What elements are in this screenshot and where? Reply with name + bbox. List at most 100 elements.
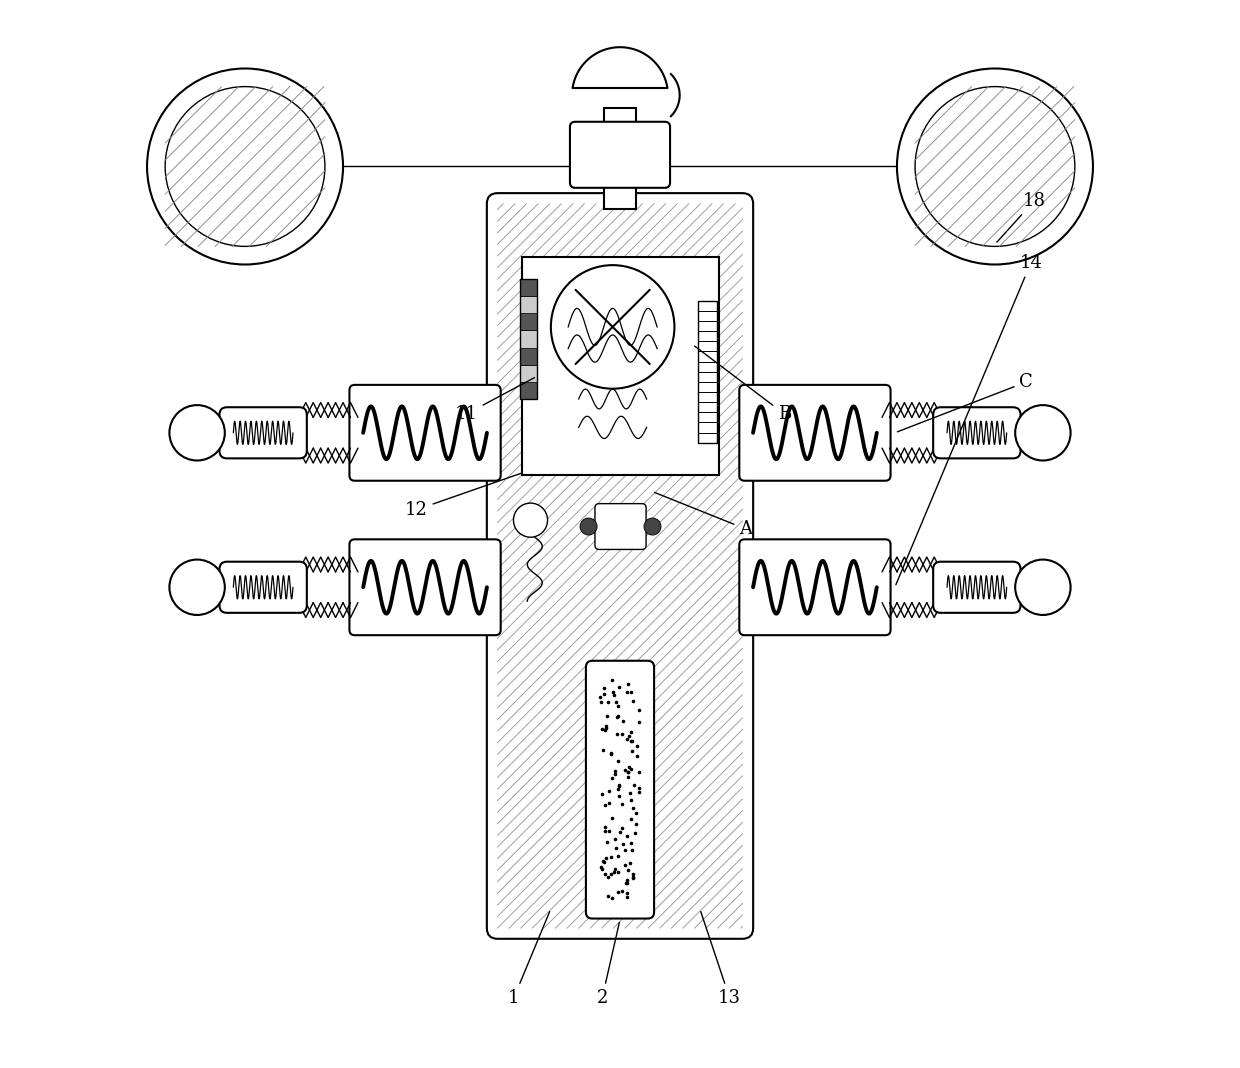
Circle shape: [148, 68, 343, 265]
Point: [608, 864, 627, 881]
Point: [604, 863, 624, 880]
Point: [603, 671, 622, 688]
Text: 11: 11: [455, 378, 534, 423]
Point: [616, 684, 636, 701]
Bar: [520, 279, 537, 399]
Point: [619, 759, 639, 776]
Bar: [520, 382, 537, 399]
Point: [629, 713, 649, 731]
Point: [599, 694, 619, 711]
Point: [615, 761, 635, 779]
FancyBboxPatch shape: [350, 539, 501, 635]
Point: [625, 824, 645, 842]
FancyBboxPatch shape: [934, 562, 1021, 613]
Point: [593, 720, 613, 737]
Point: [613, 819, 632, 836]
Bar: [520, 313, 537, 330]
Point: [616, 874, 636, 891]
Point: [601, 810, 621, 827]
Point: [616, 828, 636, 845]
Point: [621, 733, 641, 750]
Point: [622, 865, 642, 882]
Point: [605, 765, 625, 782]
Point: [616, 884, 636, 901]
Point: [598, 888, 618, 905]
Circle shape: [1016, 405, 1070, 460]
Point: [619, 862, 639, 879]
Point: [598, 869, 618, 886]
Point: [622, 742, 642, 759]
Circle shape: [580, 518, 598, 535]
Point: [603, 684, 622, 701]
Point: [619, 763, 639, 780]
Point: [609, 787, 629, 804]
Point: [593, 861, 613, 878]
Bar: [698, 301, 717, 442]
Point: [605, 763, 625, 780]
Point: [598, 833, 618, 850]
Point: [595, 721, 615, 738]
Point: [599, 795, 619, 812]
FancyBboxPatch shape: [570, 122, 670, 188]
Point: [591, 785, 611, 802]
Point: [599, 822, 619, 839]
Point: [605, 830, 625, 847]
Point: [596, 719, 616, 736]
Point: [613, 726, 632, 743]
Circle shape: [897, 68, 1092, 265]
Point: [624, 692, 644, 709]
Point: [615, 842, 635, 859]
Point: [621, 723, 641, 740]
Point: [605, 861, 625, 878]
Point: [621, 732, 641, 749]
Circle shape: [915, 87, 1075, 247]
Point: [595, 822, 615, 839]
Point: [618, 764, 637, 781]
Point: [608, 848, 627, 865]
Point: [608, 781, 627, 798]
Point: [613, 712, 632, 729]
Point: [621, 842, 641, 859]
FancyBboxPatch shape: [934, 407, 1021, 458]
Point: [608, 725, 627, 742]
Point: [601, 865, 621, 882]
Point: [620, 784, 640, 801]
Point: [619, 769, 639, 786]
Bar: [520, 296, 537, 313]
Text: C: C: [898, 373, 1033, 431]
Point: [621, 810, 641, 827]
FancyBboxPatch shape: [219, 407, 306, 458]
Point: [595, 797, 615, 814]
Point: [624, 869, 644, 886]
Point: [613, 835, 632, 852]
Point: [626, 815, 646, 832]
Text: 2: 2: [596, 923, 620, 1007]
Point: [615, 857, 635, 874]
Text: A: A: [655, 492, 753, 538]
Text: 14: 14: [897, 254, 1043, 584]
Point: [616, 871, 636, 889]
Bar: [520, 347, 537, 364]
Text: B: B: [694, 346, 791, 423]
Point: [621, 834, 641, 851]
Point: [603, 890, 622, 907]
Point: [596, 707, 616, 724]
Point: [620, 854, 640, 871]
Point: [618, 875, 637, 892]
Point: [596, 718, 616, 735]
Point: [624, 800, 644, 817]
Point: [621, 760, 641, 778]
Point: [601, 745, 621, 763]
Point: [591, 693, 611, 710]
Point: [594, 741, 614, 758]
Text: 13: 13: [701, 912, 742, 1007]
Point: [590, 688, 610, 705]
Point: [624, 868, 644, 885]
Point: [626, 804, 646, 821]
Point: [608, 883, 627, 900]
Point: [618, 731, 637, 748]
Point: [604, 686, 624, 703]
Point: [621, 684, 641, 701]
Point: [613, 796, 632, 813]
Point: [594, 686, 614, 703]
